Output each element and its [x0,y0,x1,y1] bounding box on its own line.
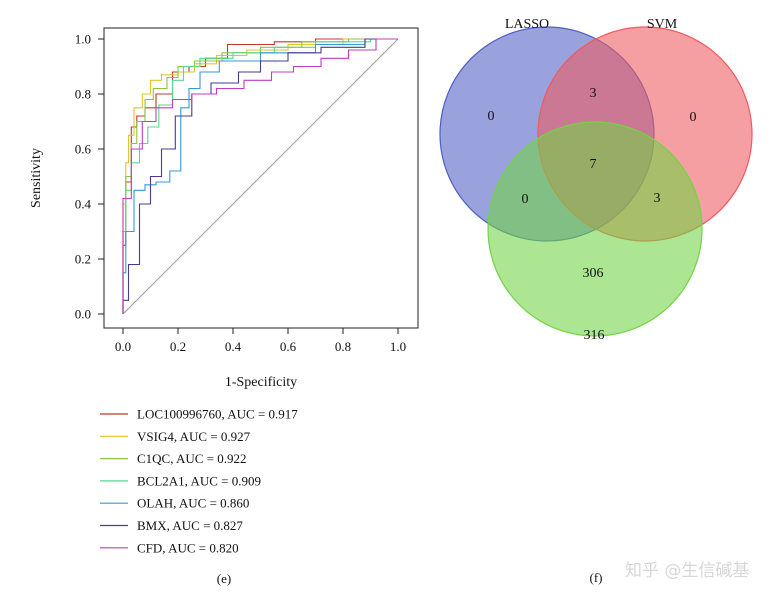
y-tick-label: 0.6 [75,142,92,157]
roc-x-axis: 0.0 0.2 0.4 0.6 0.8 1.0 [115,328,406,354]
y-tick-label: 0.2 [75,252,91,267]
venn-set-label-lasso: LASSO [505,17,549,32]
roc-curve-6 [122,38,398,314]
venn-count-all-three: 7 [590,157,597,172]
legend-label-4: OLAH, AUC = 0.860 [137,496,249,511]
roc-y-axis-label: Sensitivity [29,148,44,208]
x-tick-label: 0.6 [280,339,297,354]
x-tick-label: 1.0 [390,339,406,354]
roc-plot-frame [103,27,419,329]
y-tick-label: 1.0 [75,32,91,47]
venn-count-lasso-third: 0 [522,192,529,207]
roc-x-axis-label: 1-Specificity [225,375,297,390]
legend-label-5: BMX, AUC = 0.827 [137,518,243,533]
venn-count-lasso-only: 0 [488,109,495,124]
y-tick-label: 0.0 [75,307,91,322]
x-tick-label: 0.2 [170,339,186,354]
venn-set-total-third: 316 [584,328,605,343]
venn-count-lasso-svm: 3 [590,86,597,101]
roc-legend: LOC100996760, AUC = 0.917 VSIG4, AUC = 0.… [100,407,298,555]
legend-label-2: C1QC, AUC = 0.922 [137,451,247,466]
y-tick-label: 0.4 [75,197,92,212]
roc-chart: 0.0 0.2 0.4 0.6 0.8 1.0 0.0 0.2 0.4 0.6 0.8 1.0 1-… [29,27,419,586]
venn-set-label-svm: SVM [647,17,678,32]
legend-label-1: VSIG4, AUC = 0.927 [137,429,251,444]
x-tick-label: 0.0 [115,339,131,354]
venn-count-third-only: 306 [583,266,604,281]
roc-curves [122,38,398,314]
x-tick-label: 0.4 [225,339,242,354]
legend-label-6: CFD, AUC = 0.820 [137,540,239,555]
venn-count-svm-only: 0 [690,110,697,125]
venn-count-svm-third: 3 [654,191,661,206]
legend-label-3: BCL2A1, AUC = 0.909 [137,473,261,488]
y-tick-label: 0.8 [75,87,91,102]
panel-label-e: (e) [217,571,231,586]
venn-diagram: LASSO SVM 316 0 0 3 7 0 3 306 (f) [439,17,753,585]
roc-y-axis: 0.0 0.2 0.4 0.6 0.8 1.0 [75,32,104,322]
watermark-text: 知乎 @生信碱基 [625,561,749,581]
legend-label-0: LOC100996760, AUC = 0.917 [137,407,298,422]
roc-reference-diagonal [122,38,399,315]
panel-label-f: (f) [590,570,603,585]
venn-set-third [487,121,703,337]
x-tick-label: 0.8 [335,339,351,354]
reference-line [122,38,399,315]
